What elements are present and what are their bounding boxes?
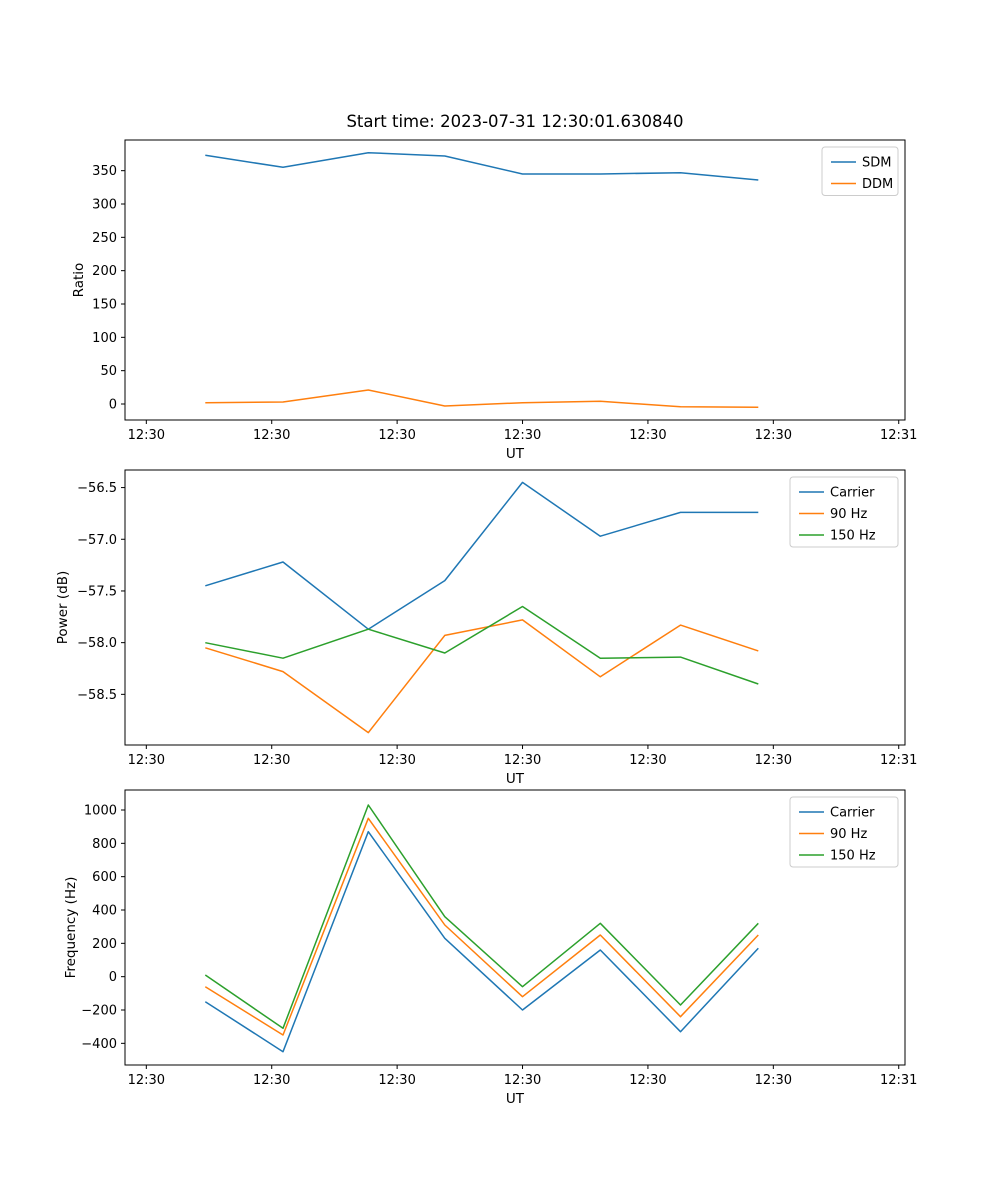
axes-frame xyxy=(124,789,906,1066)
carrier-line xyxy=(205,481,759,630)
y-tick-label: 0 xyxy=(109,970,117,985)
legend-label: SDM xyxy=(862,156,891,171)
chart-frequency: 12:30 12:30 12:30 12:30 12:30 12:30 12:31 −400 −… xyxy=(63,789,917,1107)
x-tick-label: 12:30 xyxy=(755,428,792,443)
legend-label: 150 Hz xyxy=(830,529,876,544)
y-tick-label: −400 xyxy=(81,1037,117,1052)
y-tick-label: 200 xyxy=(92,937,117,952)
legend-label: Carrier xyxy=(830,806,875,821)
x-tick-label: 12:30 xyxy=(504,753,541,768)
y-tick-label: 600 xyxy=(92,870,117,885)
x-tick-label: 12:30 xyxy=(128,753,165,768)
legend-label: Carrier xyxy=(830,486,875,501)
y-tick-label: −56.5 xyxy=(77,481,117,496)
150-hz-line xyxy=(204,804,759,1030)
x-tick-label: 12:30 xyxy=(629,428,666,443)
y-axis-label: Ratio xyxy=(71,263,87,298)
x-axis-label: UT xyxy=(506,771,525,787)
90-hz-line xyxy=(205,619,759,734)
x-tick-label: 12:30 xyxy=(378,753,415,768)
90-hz-line xyxy=(204,817,759,1036)
y-tick-label: 0 xyxy=(109,398,117,413)
x-tick-label: 12:30 xyxy=(755,1073,792,1088)
x-tick-label: 12:30 xyxy=(504,1073,541,1088)
legend-label: 90 Hz xyxy=(830,827,867,842)
sdm-line xyxy=(205,151,759,181)
y-tick-label: 1000 xyxy=(84,804,117,819)
y-tick-label: 400 xyxy=(92,904,117,919)
legend-label: DDM xyxy=(862,177,893,192)
x-tick-label: 12:30 xyxy=(629,1073,666,1088)
y-tick-label: 100 xyxy=(92,331,117,346)
y-tick-label: −58.5 xyxy=(77,688,117,703)
y-tick-label: 350 xyxy=(92,164,117,179)
y-axis-label: Power (dB) xyxy=(55,571,71,644)
chart-power: 12:30 12:30 12:30 12:30 12:30 12:30 12:31 −58.5… xyxy=(55,469,917,787)
carrier-line xyxy=(204,830,759,1053)
legend-box xyxy=(789,476,899,548)
y-tick-label: −58.0 xyxy=(77,636,117,651)
x-tick-label: 12:30 xyxy=(629,753,666,768)
x-tick-label: 12:31 xyxy=(880,753,917,768)
x-tick-label: 12:30 xyxy=(253,428,290,443)
x-tick-label: 12:31 xyxy=(880,428,917,443)
x-tick-label: 12:30 xyxy=(128,1073,165,1088)
y-tick-label: 200 xyxy=(92,264,117,279)
y-tick-label: −57.5 xyxy=(77,584,117,599)
x-tick-label: 12:30 xyxy=(128,428,165,443)
y-tick-label: 150 xyxy=(92,298,117,313)
x-axis-label: UT xyxy=(506,1091,525,1107)
y-tick-label: 250 xyxy=(92,231,117,246)
legend-box xyxy=(789,796,899,868)
y-tick-label: 800 xyxy=(92,837,117,852)
x-tick-label: 12:30 xyxy=(504,428,541,443)
chart-ratio: 12:30 12:30 12:30 12:30 12:30 12:30 12:31 0 50 10… xyxy=(71,139,917,462)
y-axis-label: Frequency (Hz) xyxy=(63,877,79,979)
y-tick-label: 50 xyxy=(100,364,117,379)
x-tick-label: 12:30 xyxy=(755,753,792,768)
x-tick-label: 12:30 xyxy=(253,753,290,768)
ddm-line xyxy=(205,389,759,409)
axes-frame xyxy=(124,139,906,421)
150-hz-line xyxy=(205,605,759,685)
x-tick-label: 12:31 xyxy=(880,1073,917,1088)
x-tick-label: 12:30 xyxy=(378,1073,415,1088)
legend-label: 150 Hz xyxy=(830,849,876,864)
y-tick-label: 300 xyxy=(92,198,117,213)
x-tick-label: 12:30 xyxy=(253,1073,290,1088)
y-tick-label: −200 xyxy=(81,1004,117,1019)
x-axis-label: UT xyxy=(506,446,525,462)
axes-frame xyxy=(124,469,906,746)
chart-title: Start time: 2023-07-31 12:30:01.630840 xyxy=(346,112,684,131)
y-tick-label: −57.0 xyxy=(77,533,117,548)
x-tick-label: 12:30 xyxy=(378,428,415,443)
legend-label: 90 Hz xyxy=(830,507,867,522)
